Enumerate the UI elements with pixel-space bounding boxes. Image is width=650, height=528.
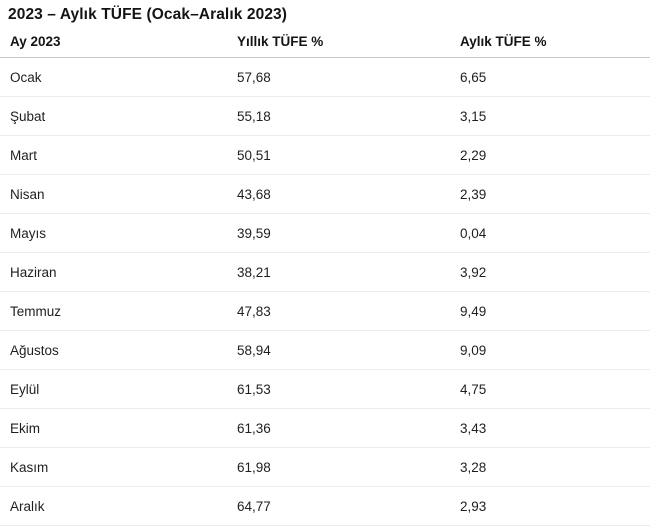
cell-monthly-tufe: 2,39: [450, 174, 650, 214]
table-row: Mayıs 39,59 0,04: [0, 213, 650, 253]
cell-yearly-tufe: 61,53: [227, 369, 450, 409]
cell-yearly-tufe: 61,36: [227, 408, 450, 448]
cell-monthly-tufe: 3,28: [450, 447, 650, 487]
cell-month: Aralık: [0, 486, 227, 526]
table-row: Şubat 55,18 3,15: [0, 96, 650, 136]
cell-monthly-tufe: 3,92: [450, 252, 650, 292]
cell-monthly-tufe: 6,65: [450, 57, 650, 97]
cell-monthly-tufe: 4,75: [450, 369, 650, 409]
table-row: Ocak 57,68 6,65: [0, 57, 650, 97]
table-row: Ekim 61,36 3,43: [0, 408, 650, 448]
cell-yearly-tufe: 61,98: [227, 447, 450, 487]
tufe-table: Ay 2023 Yıllık TÜFE % Aylık TÜFE % Ocak 5…: [0, 32, 650, 526]
cell-month: Temmuz: [0, 291, 227, 331]
table-row: Aralık 64,77 2,93: [0, 486, 650, 526]
column-header-month: Ay 2023: [0, 32, 227, 58]
cell-yearly-tufe: 55,18: [227, 96, 450, 136]
cell-monthly-tufe: 2,93: [450, 486, 650, 526]
table-row: Mart 50,51 2,29: [0, 135, 650, 175]
cell-month: Mayıs: [0, 213, 227, 253]
column-header-yearly-tufe: Yıllık TÜFE %: [227, 32, 450, 58]
cell-yearly-tufe: 43,68: [227, 174, 450, 214]
cell-yearly-tufe: 58,94: [227, 330, 450, 370]
cell-monthly-tufe: 9,09: [450, 330, 650, 370]
page-title: 2023 – Aylık TÜFE (Ocak–Aralık 2023): [8, 6, 288, 23]
table-row: Nisan 43,68 2,39: [0, 174, 650, 214]
table-row: Temmuz 47,83 9,49: [0, 291, 650, 331]
cell-yearly-tufe: 38,21: [227, 252, 450, 292]
cell-yearly-tufe: 47,83: [227, 291, 450, 331]
cell-yearly-tufe: 39,59: [227, 213, 450, 253]
cell-month: Ekim: [0, 408, 227, 448]
cell-monthly-tufe: 2,29: [450, 135, 650, 175]
cell-yearly-tufe: 57,68: [227, 57, 450, 97]
cell-monthly-tufe: 3,43: [450, 408, 650, 448]
cell-monthly-tufe: 0,04: [450, 213, 650, 253]
column-header-monthly-tufe: Aylık TÜFE %: [450, 32, 650, 58]
cell-month: Kasım: [0, 447, 227, 487]
cell-month: Nisan: [0, 174, 227, 214]
cell-monthly-tufe: 3,15: [450, 96, 650, 136]
cell-monthly-tufe: 9,49: [450, 291, 650, 331]
cell-yearly-tufe: 50,51: [227, 135, 450, 175]
table-row: Haziran 38,21 3,92: [0, 252, 650, 292]
cell-month: Şubat: [0, 96, 227, 136]
table-body: Ocak 57,68 6,65 Şubat 55,18 3,15 Mart 50,51 2,29…: [0, 57, 650, 526]
table-row: Kasım 61,98 3,28: [0, 447, 650, 487]
cell-month: Haziran: [0, 252, 227, 292]
cell-month: Eylül: [0, 369, 227, 409]
table-header-row: Ay 2023 Yıllık TÜFE % Aylık TÜFE %: [0, 32, 650, 58]
cell-yearly-tufe: 64,77: [227, 486, 450, 526]
cell-month: Mart: [0, 135, 227, 175]
cell-month: Ağustos: [0, 330, 227, 370]
table-row: Ağustos 58,94 9,09: [0, 330, 650, 370]
cell-month: Ocak: [0, 57, 227, 97]
table-row: Eylül 61,53 4,75: [0, 369, 650, 409]
